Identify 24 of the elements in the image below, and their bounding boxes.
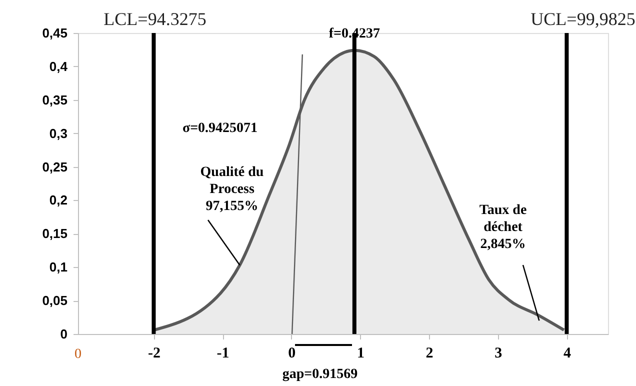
y-tick-label: 0,45 (42, 26, 68, 40)
text: UCL=99,9825 (530, 9, 636, 29)
y-tick-label: 0,15 (42, 226, 68, 242)
y-tick-label: 0,2 (49, 192, 68, 208)
annotation: Taux de déchet 2,845% (479, 203, 527, 252)
text: LCL=94.3275 (104, 9, 206, 29)
y-tick-label: 0,35 (42, 92, 68, 108)
y-tick-label: 0,4 (49, 58, 68, 74)
x-tick-label: 3 (494, 346, 502, 362)
y-tick-label: 0,1 (49, 260, 68, 275)
x-tick-label: -2 (148, 346, 160, 362)
y-tick-label: 0,05 (42, 293, 68, 308)
annotation: f=0.4237 (328, 26, 380, 42)
y-tick-label: 0,25 (42, 159, 68, 174)
x-tick-label: 4 (563, 346, 572, 362)
y-tick-label: 0,3 (49, 126, 68, 141)
x-tick-label: -1 (216, 346, 230, 362)
x-tick-label: 2 (426, 346, 434, 362)
text: gap=0.91569 (282, 367, 358, 382)
annotation: Qualité du Process 97,155% (200, 165, 264, 214)
x-tick-label: 1 (356, 346, 364, 362)
annotation: σ=0.9425071 (182, 121, 258, 136)
x-tick-label: 0 (288, 346, 296, 362)
y-tick-label: 0 (60, 326, 68, 342)
